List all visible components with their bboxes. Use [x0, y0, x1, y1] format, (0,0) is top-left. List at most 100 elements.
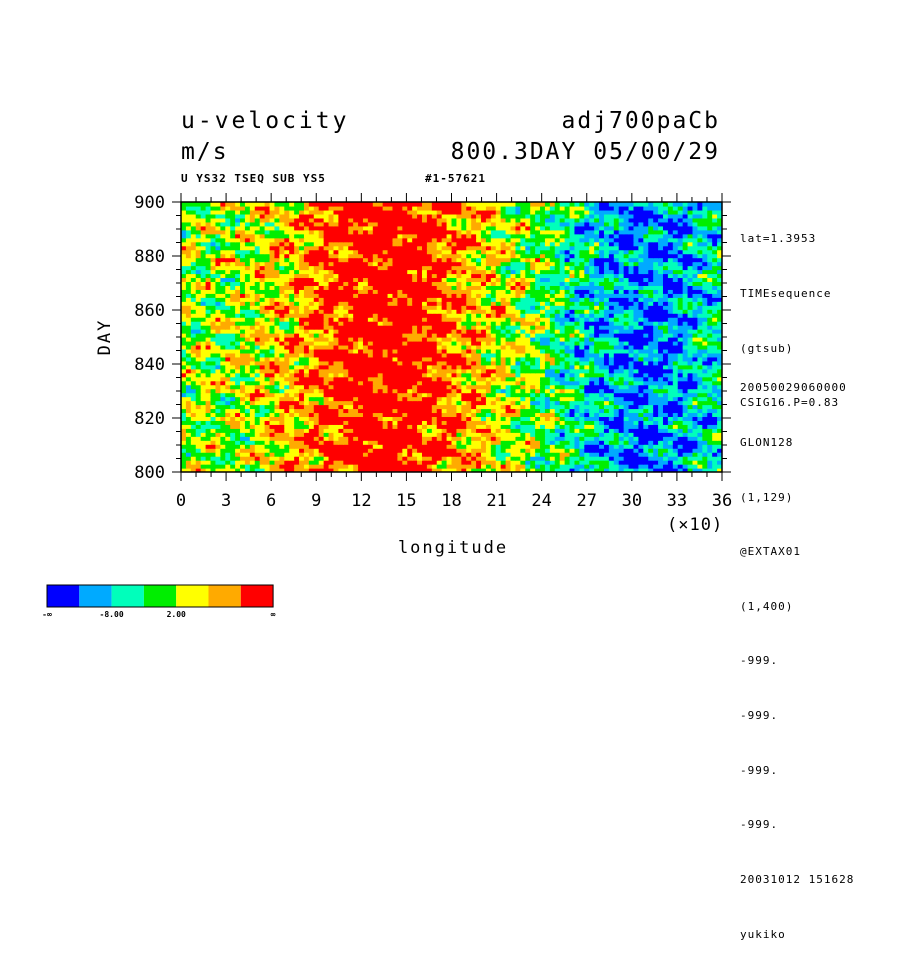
- heatmap-cell: [628, 424, 635, 429]
- heatmap-cell: [544, 448, 551, 453]
- heatmap-cell: [461, 321, 467, 326]
- heatmap-cell: [215, 456, 221, 461]
- heatmap-cell: [687, 392, 694, 398]
- heatmap-cell: [185, 448, 192, 453]
- heatmap-cell: [210, 404, 217, 410]
- heatmap-cell: [613, 356, 620, 362]
- heatmap-cell: [623, 436, 630, 441]
- heatmap-cell: [554, 305, 561, 310]
- heatmap-cell: [240, 333, 246, 338]
- heatmap-cell: [284, 289, 290, 294]
- heatmap-cell: [653, 356, 659, 362]
- heatmap-cell: [603, 376, 610, 382]
- heatmap-cell: [697, 376, 703, 382]
- heatmap-cell: [692, 392, 699, 398]
- heatmap-cell: [589, 420, 595, 425]
- heatmap-cell: [308, 396, 315, 402]
- heatmap-cell: [284, 348, 290, 354]
- heatmap-cell: [623, 404, 630, 410]
- heatmap-cell: [289, 329, 295, 334]
- heatmap-cell: [702, 404, 708, 410]
- heatmap-cell: [451, 464, 458, 469]
- heatmap-cell: [244, 440, 251, 445]
- heatmap-cell: [308, 412, 315, 418]
- heatmap-cell: [244, 297, 251, 302]
- heatmap-cell: [584, 340, 590, 346]
- heatmap-cell: [451, 424, 458, 429]
- heatmap-cell: [254, 289, 261, 294]
- heatmap-cell: [299, 372, 305, 378]
- heatmap-cell: [269, 301, 276, 306]
- heatmap-cell: [490, 404, 497, 410]
- heatmap-cell: [215, 333, 221, 338]
- heatmap-cell: [402, 372, 408, 378]
- heatmap-cell: [308, 352, 315, 358]
- heatmap-cell: [377, 364, 384, 370]
- heatmap-cell: [249, 392, 256, 398]
- heatmap-cell: [264, 440, 271, 445]
- heatmap-cell: [594, 293, 600, 298]
- heatmap-cell: [687, 340, 694, 346]
- heatmap-cell: [515, 352, 521, 358]
- heatmap-cell: [618, 309, 625, 314]
- heatmap-cell: [648, 436, 654, 441]
- heatmap-cell: [471, 305, 477, 310]
- heatmap-cell: [481, 301, 487, 306]
- heatmap-cell: [510, 436, 517, 441]
- heatmap-cell: [544, 384, 551, 390]
- heatmap-cell: [210, 313, 217, 318]
- heatmap-cell: [623, 356, 630, 362]
- heatmap-cell: [500, 309, 507, 314]
- heatmap-cell: [377, 337, 384, 342]
- heatmap-cell: [559, 309, 566, 314]
- heatmap-cell: [348, 404, 354, 410]
- heatmap-cell: [520, 305, 526, 310]
- heatmap-cell: [230, 444, 236, 449]
- heatmap-cell: [540, 337, 546, 342]
- heatmap-cell: [535, 360, 541, 366]
- heatmap-cell: [299, 456, 305, 461]
- heatmap-cell: [707, 468, 713, 472]
- heatmap-cell: [299, 297, 305, 302]
- heatmap-cell: [456, 400, 462, 406]
- heatmap-cell: [481, 424, 487, 429]
- heatmap-cell: [274, 420, 280, 425]
- heatmap-cell: [490, 368, 497, 374]
- heatmap-cell: [308, 297, 315, 302]
- heatmap-cell: [520, 400, 526, 406]
- heatmap-cell: [402, 436, 408, 441]
- heatmap-cell: [249, 416, 256, 421]
- heatmap-cell: [559, 317, 566, 322]
- heatmap-cell: [392, 337, 398, 342]
- heatmap-cell: [471, 400, 477, 406]
- heatmap-cell: [240, 404, 246, 410]
- heatmap-cell: [574, 428, 580, 433]
- heatmap-cell: [451, 436, 458, 441]
- heatmap-cell: [230, 313, 236, 318]
- heatmap-cell: [441, 372, 448, 378]
- heatmap-cell: [215, 464, 221, 469]
- heatmap-cell: [471, 468, 477, 472]
- heatmap-cell: [608, 452, 615, 457]
- heatmap-cell: [658, 329, 664, 334]
- heatmap-cell: [677, 297, 684, 302]
- heatmap-cell: [244, 408, 251, 414]
- heatmap-cell: [308, 364, 315, 370]
- heatmap-cell: [240, 444, 246, 449]
- heatmap-cell: [535, 428, 541, 433]
- heatmap-cell: [672, 468, 679, 472]
- heatmap-cell: [362, 424, 369, 429]
- heatmap-cell: [594, 309, 600, 314]
- heatmap-cell: [254, 352, 261, 358]
- heatmap-cell: [264, 364, 271, 370]
- heatmap-cell: [220, 400, 226, 406]
- heatmap-cell: [525, 428, 531, 433]
- heatmap-cell: [421, 376, 428, 382]
- heatmap-cell: [618, 293, 625, 298]
- heatmap-cell: [623, 452, 630, 457]
- heatmap-cell: [451, 384, 458, 390]
- heatmap-cell: [279, 337, 285, 342]
- heatmap-cell: [692, 448, 699, 453]
- heatmap-cell: [653, 456, 659, 461]
- heatmap-cell: [451, 340, 458, 346]
